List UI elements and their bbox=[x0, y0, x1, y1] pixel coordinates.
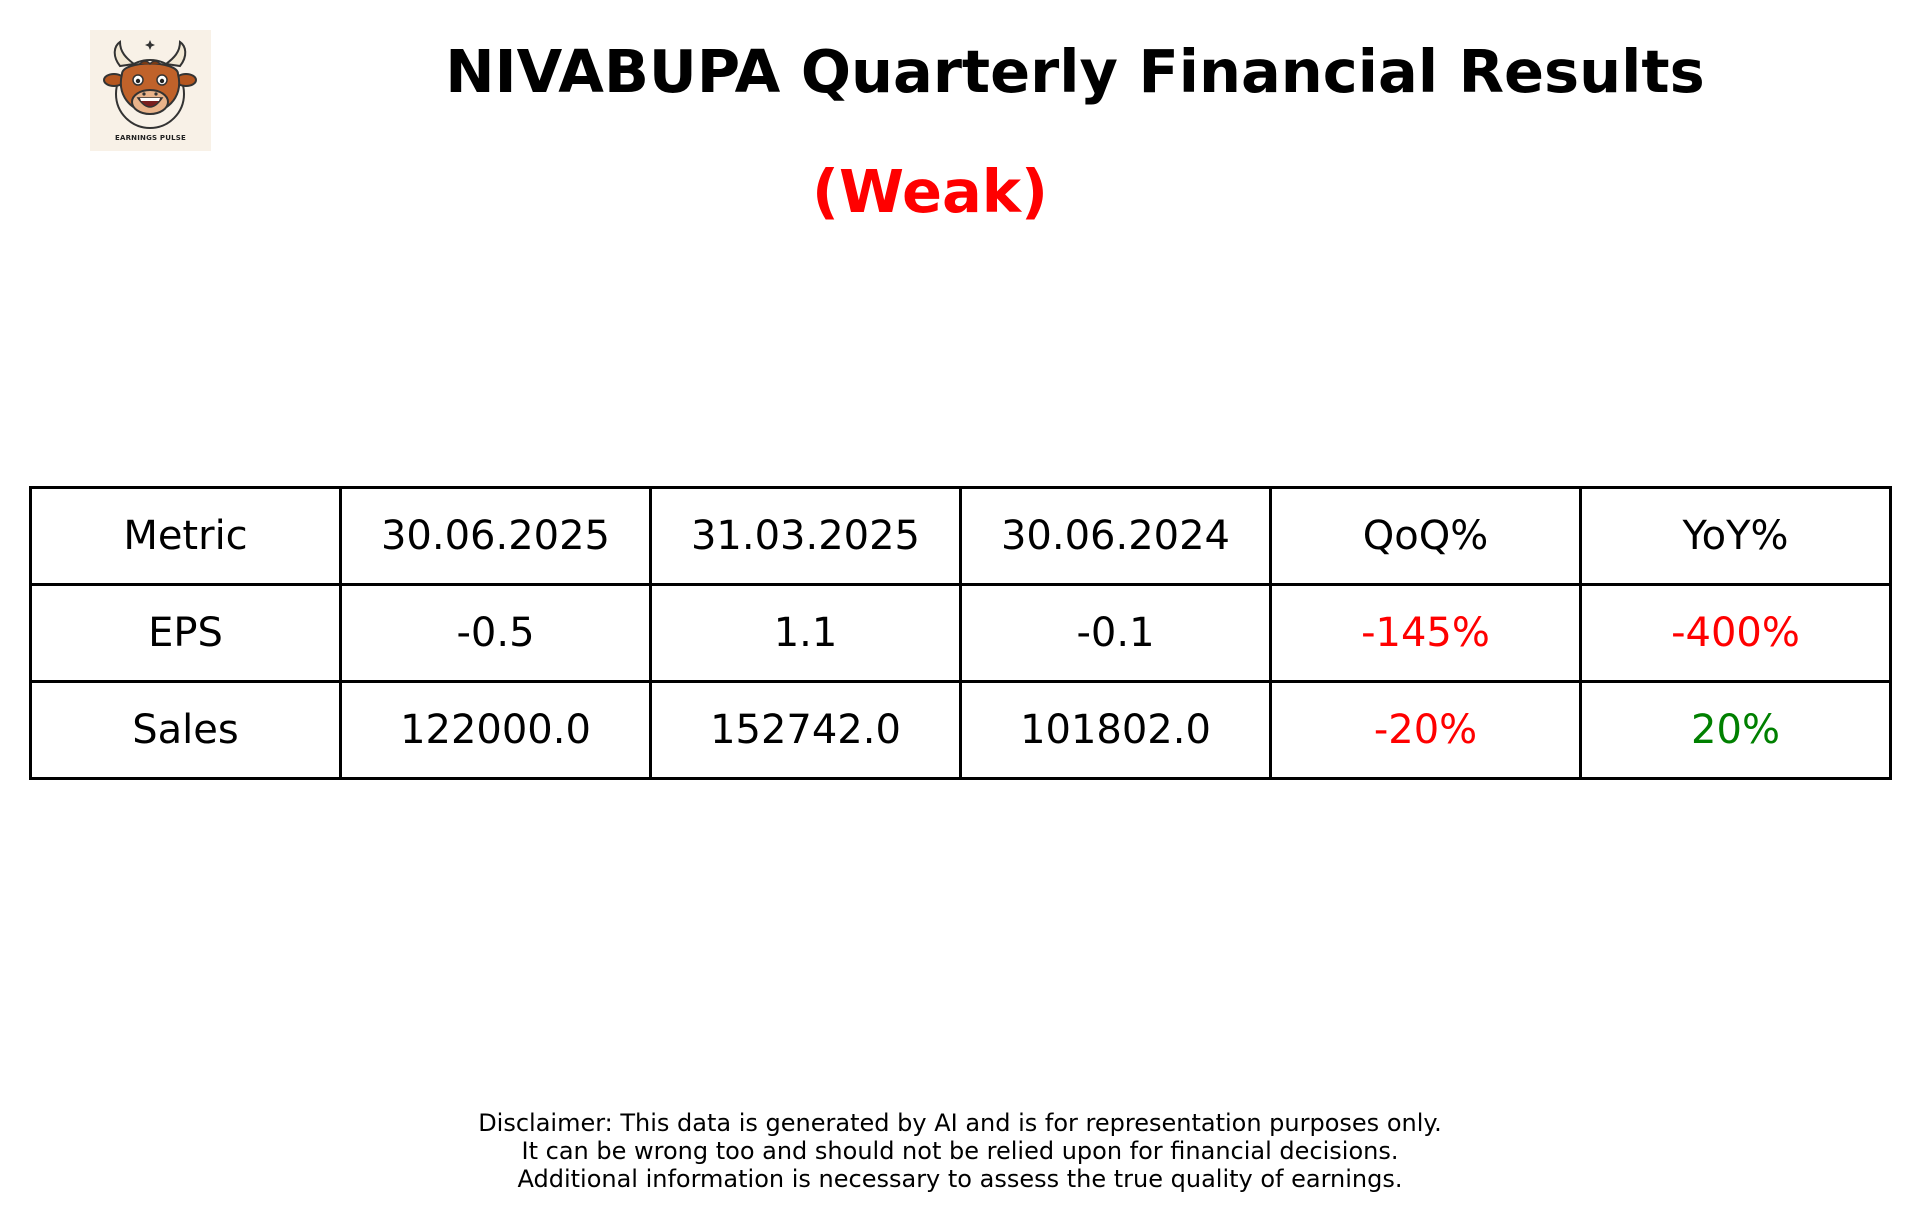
results-table: Metric 30.06.2025 31.03.2025 30.06.2024 … bbox=[29, 486, 1892, 780]
metric-cell: Sales bbox=[29, 680, 342, 780]
yoy-change-cell: -400% bbox=[1579, 583, 1892, 683]
rating-label: (Weak) bbox=[812, 157, 1048, 226]
column-header-qoq: QoQ% bbox=[1269, 486, 1582, 586]
disclaimer-line: It can be wrong too and should not be re… bbox=[521, 1137, 1399, 1165]
disclaimer: Disclaimer: This data is generated by AI… bbox=[360, 1109, 1560, 1193]
qoq-change-cell: -145% bbox=[1269, 583, 1582, 683]
value-cell: 101802.0 bbox=[959, 680, 1272, 780]
column-header-q3: 30.06.2024 bbox=[959, 486, 1272, 586]
column-header-yoy: YoY% bbox=[1579, 486, 1892, 586]
value-cell: 1.1 bbox=[649, 583, 962, 683]
logo: EARNINGS PULSE bbox=[90, 30, 211, 151]
logo-caption: EARNINGS PULSE bbox=[114, 134, 187, 142]
yoy-change-cell: 20% bbox=[1579, 680, 1892, 780]
table-header-row: Metric 30.06.2025 31.03.2025 30.06.2024 … bbox=[29, 486, 1892, 586]
value-cell: -0.5 bbox=[339, 583, 652, 683]
page-title: NIVABUPA Quarterly Financial Results bbox=[445, 37, 1705, 106]
column-header-metric: Metric bbox=[29, 486, 342, 586]
disclaimer-line: Additional information is necessary to a… bbox=[517, 1165, 1403, 1193]
value-cell: 122000.0 bbox=[339, 680, 652, 780]
column-header-q2: 31.03.2025 bbox=[649, 486, 962, 586]
value-cell: 152742.0 bbox=[649, 680, 962, 780]
metric-cell: EPS bbox=[29, 583, 342, 683]
table-row-eps: EPS -0.5 1.1 -0.1 -145% -400% bbox=[29, 583, 1892, 683]
table-row-sales: Sales 122000.0 152742.0 101802.0 -20% 20… bbox=[29, 680, 1892, 780]
value-cell: -0.1 bbox=[959, 583, 1272, 683]
disclaimer-line: Disclaimer: This data is generated by AI… bbox=[478, 1109, 1442, 1137]
qoq-change-cell: -20% bbox=[1269, 680, 1582, 780]
column-header-q1: 30.06.2025 bbox=[339, 486, 652, 586]
bull-mascot-icon bbox=[103, 40, 197, 129]
